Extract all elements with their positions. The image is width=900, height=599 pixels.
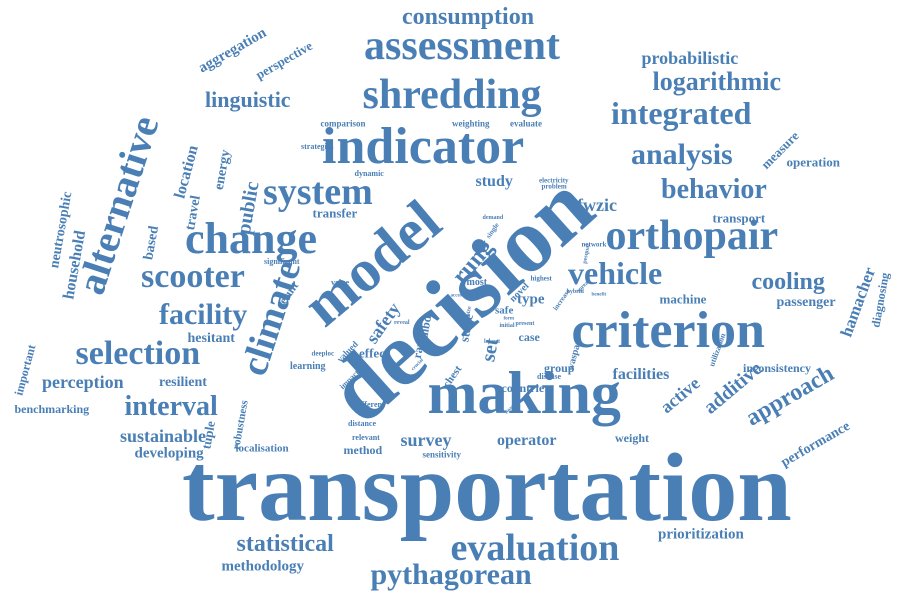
cloud-word: evaluation [450, 527, 620, 569]
cloud-word: behavior [661, 174, 767, 205]
cloud-word: perception [42, 372, 124, 392]
cloud-word: change [185, 214, 317, 263]
cloud-word: localisation [235, 442, 289, 455]
cloud-word: operator [497, 432, 557, 449]
cloud-word: selection [75, 335, 201, 372]
cloud-word: dynamic [354, 169, 384, 178]
cloud-word: criterion [571, 302, 765, 359]
cloud-word: consumption [402, 4, 535, 30]
cloud-word: probabilistic [641, 48, 739, 68]
cloud-word: prioritization [658, 526, 744, 543]
cloud-word: case [518, 330, 540, 344]
cloud-word: demand [482, 215, 504, 221]
cloud-word: group [544, 361, 575, 375]
cloud-word: making [427, 360, 621, 426]
cloud-word: resilient [159, 375, 207, 390]
cloud-word: weight [615, 431, 649, 445]
cloud-word: transport [712, 210, 766, 226]
cloud-word: lowest [484, 339, 500, 345]
cloud-word: strategies [301, 142, 334, 151]
cloud-word: reveal [394, 320, 410, 326]
cloud-word: electricity [539, 176, 569, 185]
cloud-word: energy [211, 148, 234, 192]
cloud-word: transfer [312, 205, 358, 221]
cloud-word: type [517, 291, 545, 308]
cloud-word: interval [124, 391, 218, 422]
cloud-word: cooling [751, 269, 825, 295]
cloud-word: sensitivity [422, 449, 462, 460]
cloud-word: problem [541, 182, 567, 191]
cloud-word: fwzic [577, 195, 617, 215]
cloud-word: operation [786, 154, 840, 170]
cloud-word: statistical [236, 531, 334, 557]
cloud-word: distance [348, 419, 376, 428]
cloud-word: safe [495, 304, 514, 317]
cloud-word: study [475, 173, 513, 190]
cloud-word: location [171, 143, 202, 201]
cloud-word: analysis [631, 138, 733, 171]
cloud-word: linguistic [205, 87, 291, 112]
cloud-word: important [11, 343, 39, 397]
cloud-word: scooter [141, 258, 245, 295]
cloud-word: initial [499, 323, 515, 329]
cloud-word: relevant [352, 433, 380, 442]
cloud-word: transportation [182, 434, 792, 542]
cloud-word: access [450, 293, 464, 299]
cloud-word: network [581, 240, 607, 249]
cloud-word: highest [530, 274, 552, 283]
cloud-word: benchmarking [14, 402, 90, 416]
cloud-word: inconsistency [743, 361, 812, 375]
cloud-word: most [466, 277, 488, 288]
cloud-word: logarithmic [652, 67, 782, 96]
cloud-word: learning [290, 361, 326, 372]
cloud-word: methodology [221, 558, 305, 575]
cloud-word: value [331, 278, 350, 287]
cloud-word: pythagorean [370, 558, 532, 591]
cloud-word: benefit [591, 292, 607, 298]
cloud-word: machine [659, 291, 707, 307]
cloud-word: perspective [252, 37, 315, 83]
cloud-word: facilities [612, 366, 670, 383]
cloud-word: orthopair [605, 213, 779, 259]
cloud-word: present [515, 321, 535, 327]
cloud-word: vehicle [568, 255, 663, 291]
cloud-word: evaluate [510, 118, 542, 129]
cloud-word: hesitant [187, 331, 235, 346]
cloud-word: deeploc [311, 349, 335, 358]
cloud-word: hybrid [566, 289, 584, 295]
cloud-word: indicator [322, 118, 525, 175]
cloud-word: developing [134, 445, 204, 462]
cloud-word: shredding [362, 72, 542, 118]
cloud-word: passenger [776, 295, 836, 310]
cloud-word: significant [264, 257, 300, 266]
cloud-word: dibd [416, 314, 435, 340]
cloud-word: form [503, 316, 515, 322]
cloud-word: sustainable [120, 426, 207, 446]
cloud-word: assessment [364, 23, 560, 69]
cloud-word: method [343, 443, 383, 457]
cloud-word: different [355, 400, 385, 409]
cloud-word: based [141, 224, 162, 262]
cloud-word: countrie [501, 381, 545, 395]
cloud-word: weighting [452, 118, 490, 129]
cloud-word: effect [359, 345, 390, 361]
cloud-word: disease [537, 372, 561, 381]
cloud-word: facility [159, 298, 248, 331]
cloud-word: integrated [611, 95, 752, 131]
cloud-word: system [263, 171, 373, 213]
cloud-word: survey [400, 430, 452, 450]
cloud-word: comparison [320, 118, 366, 129]
